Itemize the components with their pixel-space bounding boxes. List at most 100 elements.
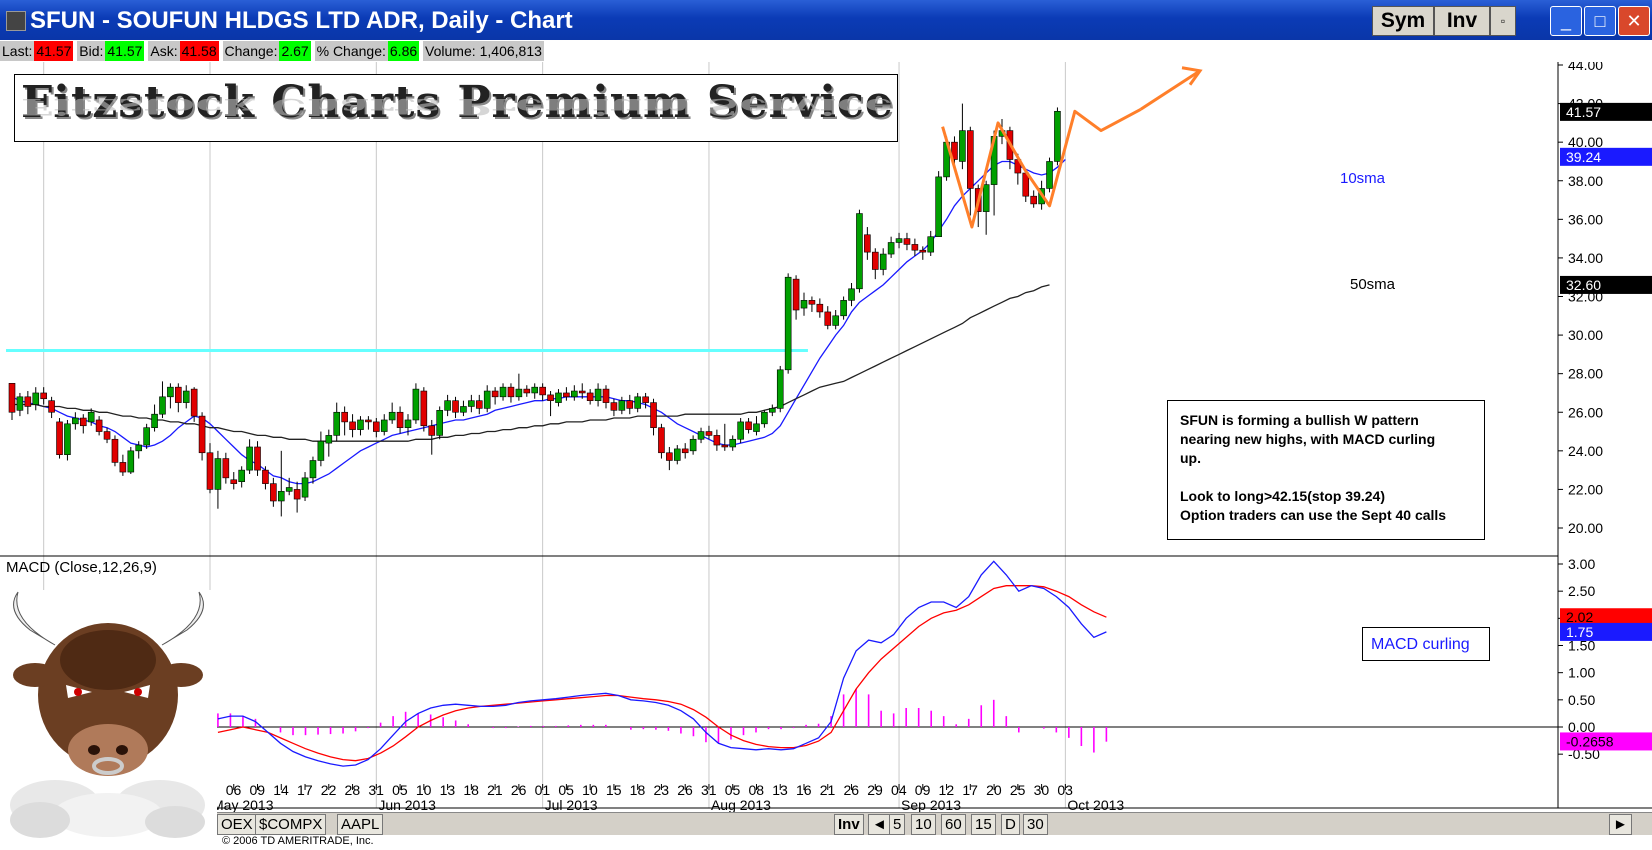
x-day-label: 10 (582, 782, 598, 798)
x-day-label: 13 (440, 782, 456, 798)
inv-tab[interactable]: Inv (834, 814, 864, 835)
x-day-label: 10 (416, 782, 432, 798)
candle-body (959, 130, 966, 162)
x-day-label: 28 (345, 782, 361, 798)
candle-body (721, 444, 729, 448)
detach-icon[interactable]: ▫ (1490, 6, 1516, 36)
period-button-15[interactable]: 15 (971, 814, 996, 835)
x-day-label: 14 (273, 782, 289, 798)
candle-body (737, 421, 744, 440)
candle-body (468, 400, 475, 407)
candle-body (911, 244, 919, 251)
close-button[interactable]: ✕ (1618, 6, 1650, 36)
candle-body (182, 390, 190, 403)
candle-body (626, 400, 634, 409)
candle-body (270, 483, 277, 502)
bottom-toolbar: OEX $COMPX AAPL Inv ◄ 5 10 60 15 D 30 ► (217, 812, 1652, 835)
value-tag (1560, 102, 1652, 121)
price-chart[interactable]: 44.0042.0040.0038.0036.0034.0032.0030.00… (0, 62, 1652, 850)
app-icon[interactable] (6, 11, 26, 31)
price-tick-label: 34.00 (1568, 250, 1603, 266)
x-day-label: 04 (891, 782, 907, 798)
period-button-60[interactable]: 60 (941, 814, 966, 835)
value-tag (1560, 147, 1652, 166)
maximize-button[interactable]: □ (1584, 6, 1616, 36)
candle-body (618, 400, 626, 411)
candle-body (594, 388, 602, 401)
last-label: Last: (0, 41, 35, 61)
minimize-button[interactable]: _ (1550, 6, 1582, 36)
candle-body (673, 448, 681, 461)
candle-body (428, 425, 436, 436)
arrow-head (1181, 66, 1203, 86)
candle-body (689, 438, 697, 452)
analysis-note: SFUN is forming a bullish W pattern neari… (1167, 400, 1485, 540)
x-day-label: 13 (772, 782, 788, 798)
value-tag (1560, 732, 1652, 751)
candle-body (151, 413, 158, 428)
x-day-label: 31 (368, 782, 384, 798)
tab-aapl[interactable]: AAPL (337, 814, 384, 835)
macd-tick-label: 3.00 (1568, 556, 1595, 572)
price-tick-label: 26.00 (1568, 404, 1603, 420)
tab-oex[interactable]: OEX (217, 814, 257, 835)
note-line: Look to long>42.15(stop 39.24) (1180, 488, 1385, 504)
candle-body (206, 452, 214, 490)
candle-body (254, 446, 261, 471)
x-day-label: 05 (392, 782, 408, 798)
candle-body (927, 236, 935, 253)
bull-mascot-image (0, 590, 217, 840)
period-button-30[interactable]: 30 (1023, 814, 1048, 835)
note-line: SFUN is forming a bullish W pattern (1180, 412, 1419, 428)
sma50-line (12, 284, 1050, 442)
candle-body (111, 438, 119, 463)
x-day-label: 01 (535, 782, 551, 798)
sym-button[interactable]: Sym (1372, 6, 1434, 36)
x-day-label: 09 (250, 782, 266, 798)
candle-body (40, 392, 47, 400)
candle-body (808, 300, 816, 305)
copyright-text: © 2006 TD AMERITRADE, Inc. (222, 835, 374, 847)
candle-body (515, 388, 523, 398)
note-line: nearing new highs, with MACD curling (1180, 431, 1436, 447)
fitzstock-banner: Fitzstock Charts Premium Service Fitzsto… (14, 74, 898, 142)
period-button-10[interactable]: 10 (911, 814, 936, 835)
candle-body (967, 130, 974, 189)
x-month-label: Oct 2013 (1067, 797, 1124, 813)
candle-body (333, 411, 341, 436)
candle-body (32, 392, 40, 405)
candle-body (380, 419, 388, 432)
scroll-left-button[interactable]: ◄ (868, 814, 891, 835)
candle-body (848, 288, 855, 301)
tab-compx[interactable]: $COMPX (255, 814, 327, 835)
inv-button[interactable]: Inv (1434, 6, 1490, 36)
sma10-line (11, 159, 1066, 485)
candle-body (483, 390, 491, 409)
sma10-label: 10sma (1340, 170, 1386, 187)
candle-body (436, 410, 443, 436)
x-day-label: 22 (321, 782, 337, 798)
x-day-label: 18 (630, 782, 646, 798)
x-day-label: 05 (558, 782, 574, 798)
scroll-right-button[interactable]: ► (1609, 814, 1632, 835)
candle-body (563, 392, 570, 398)
candle-body (8, 383, 16, 413)
sma50-label: 50sma (1350, 276, 1396, 293)
price-tick-label: 20.00 (1568, 520, 1603, 536)
candle-body (642, 396, 649, 403)
value-tag-label: -0.2658 (1566, 733, 1614, 749)
value-tag (1560, 608, 1652, 627)
macd-line (217, 560, 1107, 767)
candle-body (452, 400, 459, 413)
candle-body (650, 402, 657, 428)
x-month-label: Jun 2013 (378, 797, 436, 813)
bullish-arrow (1139, 69, 1201, 111)
candle-body (681, 448, 689, 454)
macd-tick-label: 2.50 (1568, 583, 1595, 599)
candle-body (761, 411, 768, 425)
period-button-d[interactable]: D (1001, 814, 1020, 835)
candle-body (388, 411, 396, 421)
period-button-5[interactable]: 5 (889, 814, 906, 835)
candle-body (277, 491, 285, 502)
candle-body (776, 369, 784, 409)
